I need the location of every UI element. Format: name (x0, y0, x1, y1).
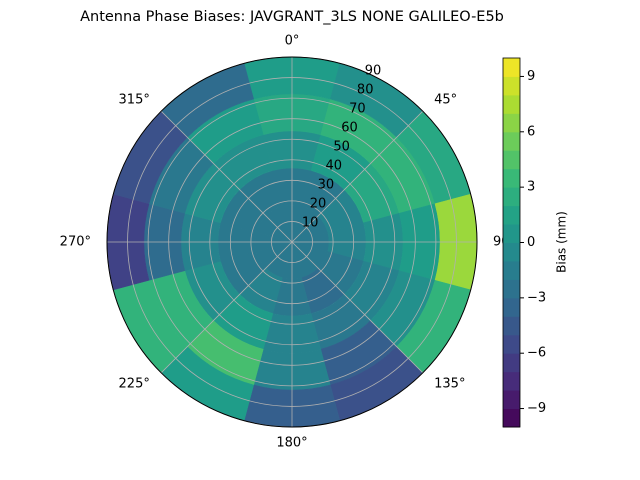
chart-title: Antenna Phase Biases: JAVGRANT_3LS NONE … (80, 9, 504, 25)
theta-tick-label: 270° (60, 235, 91, 250)
colorbar-tick-label: 3 (527, 180, 535, 195)
colorbar-band (503, 316, 520, 336)
theta-tick-label: 0° (285, 34, 300, 49)
colorbar-band (503, 168, 520, 188)
r-tick-label: 10 (302, 216, 319, 231)
r-tick-label: 70 (349, 102, 366, 117)
theta-tick-label: 135° (434, 377, 465, 392)
colorbar-band (503, 390, 520, 410)
colorbar-tick-label: 6 (527, 124, 535, 139)
grid-spoke (160, 241, 293, 374)
polar-plot: 1020304050607080900°45°90°135°180°225°27… (60, 34, 516, 451)
colorbar-tick-label: 0 (527, 235, 535, 250)
colorbar-band (503, 58, 520, 77)
r-tick-label: 50 (333, 140, 350, 155)
colorbar-tick-label: −6 (527, 346, 546, 361)
r-tick-label: 80 (357, 83, 374, 98)
r-tick-label: 20 (310, 197, 327, 212)
colorbar-tick-label: −3 (527, 290, 546, 305)
colorbar-band (503, 224, 520, 243)
colorbar-band (503, 408, 520, 428)
colorbar-label: Bias (mm) (555, 211, 569, 273)
grid-spoke (291, 110, 424, 243)
colorbar-band (503, 353, 520, 373)
r-tick-label: 90 (365, 64, 382, 79)
colorbar-band (503, 113, 520, 133)
colorbar: −9 −6 −3 0 3 6 9 (502, 57, 546, 428)
colorbar-band (503, 242, 520, 262)
colorbar-band (503, 297, 520, 317)
colorbar-band (503, 371, 520, 391)
polar-frame (106, 56, 478, 428)
r-tick-label: 60 (341, 121, 358, 136)
colorbar-band (503, 279, 520, 299)
theta-tick-label: 225° (119, 377, 150, 392)
colorbar-band (503, 205, 520, 225)
theta-tick-label: 180° (276, 436, 307, 451)
colorbar-band (503, 187, 520, 207)
colorbar-tick-label: −9 (527, 401, 546, 416)
colorbar-band (503, 150, 520, 170)
r-tick-label: 30 (318, 178, 335, 193)
colorbar-band (503, 76, 520, 96)
r-tick-label: 40 (325, 159, 342, 174)
grid-spoke (291, 241, 424, 374)
theta-tick-label: 45° (434, 92, 457, 107)
colorbar-band (503, 94, 520, 114)
colorbar-band (503, 334, 520, 354)
colorbar-band (503, 131, 520, 151)
grid-spoke (160, 110, 293, 243)
theta-tick-label: 315° (119, 92, 150, 107)
colorbar-band (503, 260, 520, 280)
colorbar-tick-label: 9 (527, 69, 535, 84)
